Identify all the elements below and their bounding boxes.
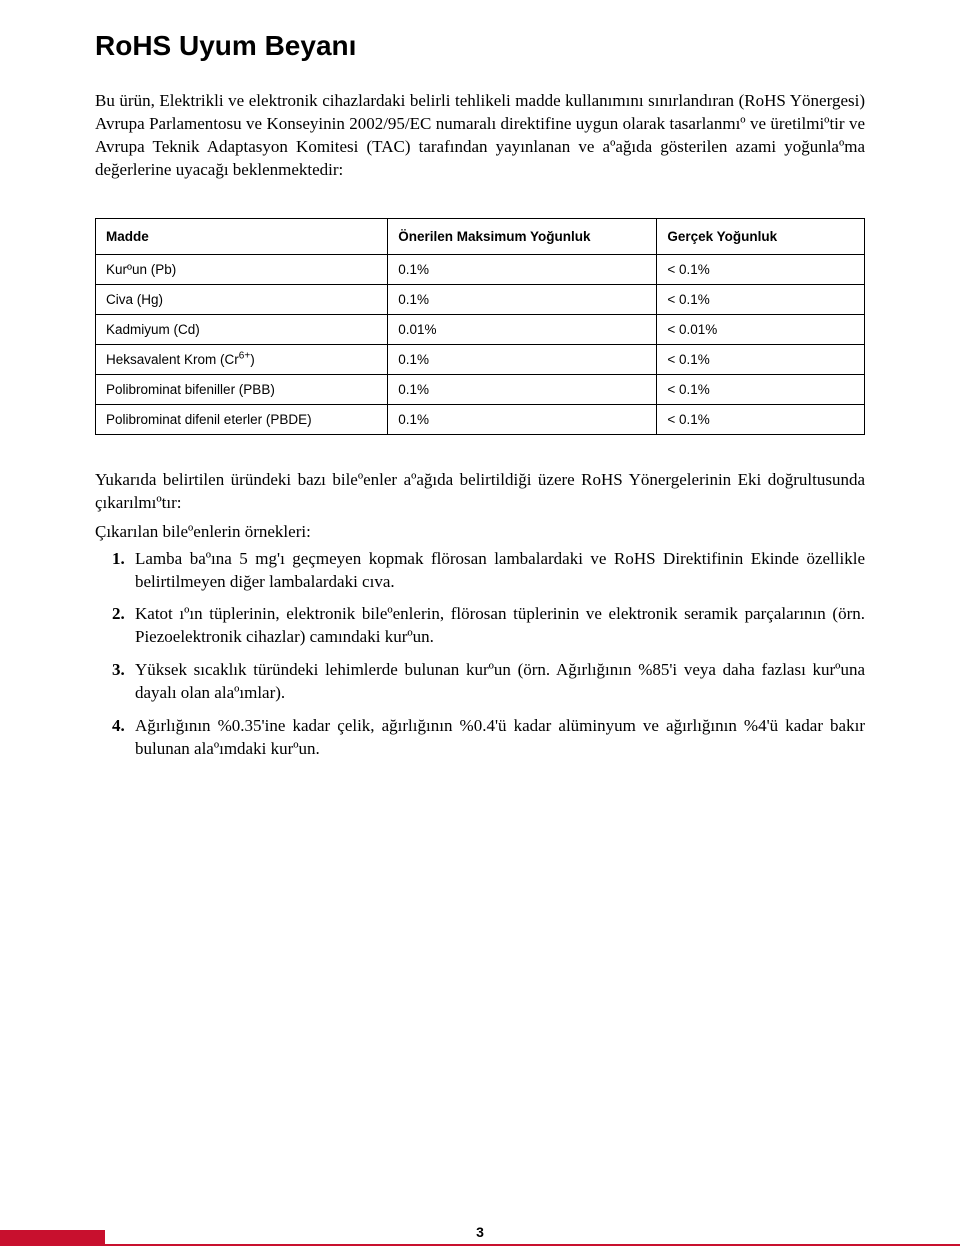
page-number: 3 xyxy=(0,1224,960,1240)
list-item: Lamba baºına 5 mg'ı geçmeyen kopmak flör… xyxy=(129,548,865,594)
cell-max: 0.1% xyxy=(388,284,657,314)
table-row: Polibrominat bifeniller (PBB) 0.1% < 0.1… xyxy=(96,374,865,404)
page-title: RoHS Uyum Beyanı xyxy=(95,30,865,62)
substance-table: Madde Önerilen Maksimum Yoğunluk Gerçek … xyxy=(95,218,865,435)
list-item: Ağırlığının %0.35'ine kadar çelik, ağırl… xyxy=(129,715,865,761)
cell-actual: < 0.1% xyxy=(657,374,865,404)
cell-max: 0.1% xyxy=(388,374,657,404)
cell-max: 0.01% xyxy=(388,314,657,344)
intro-paragraph: Bu ürün, Elektrikli ve elektronik cihazl… xyxy=(95,90,865,182)
cell-actual: < 0.01% xyxy=(657,314,865,344)
cell-substance: Polibrominat bifeniller (PBB) xyxy=(96,374,388,404)
cell-max: 0.1% xyxy=(388,254,657,284)
exemption-list: Lamba baºına 5 mg'ı geçmeyen kopmak flör… xyxy=(95,548,865,762)
table-row: Kadmiyum (Cd) 0.01% < 0.01% xyxy=(96,314,865,344)
table-header-row: Madde Önerilen Maksimum Yoğunluk Gerçek … xyxy=(96,218,865,254)
table-row: Polibrominat difenil eterler (PBDE) 0.1%… xyxy=(96,404,865,434)
cell-max: 0.1% xyxy=(388,344,657,374)
cell-substance: Kadmiyum (Cd) xyxy=(96,314,388,344)
cell-actual: < 0.1% xyxy=(657,284,865,314)
exemption-intro-1: Yukarıda belirtilen üründeki bazı bileºe… xyxy=(95,469,865,515)
table-row: Heksavalent Krom (Cr6+) 0.1% < 0.1% xyxy=(96,344,865,374)
document-page: RoHS Uyum Beyanı Bu ürün, Elektrikli ve … xyxy=(0,0,960,1246)
cell-actual: < 0.1% xyxy=(657,404,865,434)
table-header-max: Önerilen Maksimum Yoğunluk xyxy=(388,218,657,254)
table-header-substance: Madde xyxy=(96,218,388,254)
cell-actual: < 0.1% xyxy=(657,344,865,374)
cell-substance: Polibrominat difenil eterler (PBDE) xyxy=(96,404,388,434)
cell-max: 0.1% xyxy=(388,404,657,434)
cell-substance: Civa (Hg) xyxy=(96,284,388,314)
list-item: Yüksek sıcaklık türündeki lehimlerde bul… xyxy=(129,659,865,705)
cell-actual: < 0.1% xyxy=(657,254,865,284)
table-row: Civa (Hg) 0.1% < 0.1% xyxy=(96,284,865,314)
cell-substance: Kurºun (Pb) xyxy=(96,254,388,284)
table-header-actual: Gerçek Yoğunluk xyxy=(657,218,865,254)
cell-substance: Heksavalent Krom (Cr6+) xyxy=(96,344,388,374)
exemption-intro-2: Çıkarılan bileºenlerin örnekleri: xyxy=(95,521,865,544)
list-item: Katot ıºın tüplerinin, elektronik bileºe… xyxy=(129,603,865,649)
table-row: Kurºun (Pb) 0.1% < 0.1% xyxy=(96,254,865,284)
